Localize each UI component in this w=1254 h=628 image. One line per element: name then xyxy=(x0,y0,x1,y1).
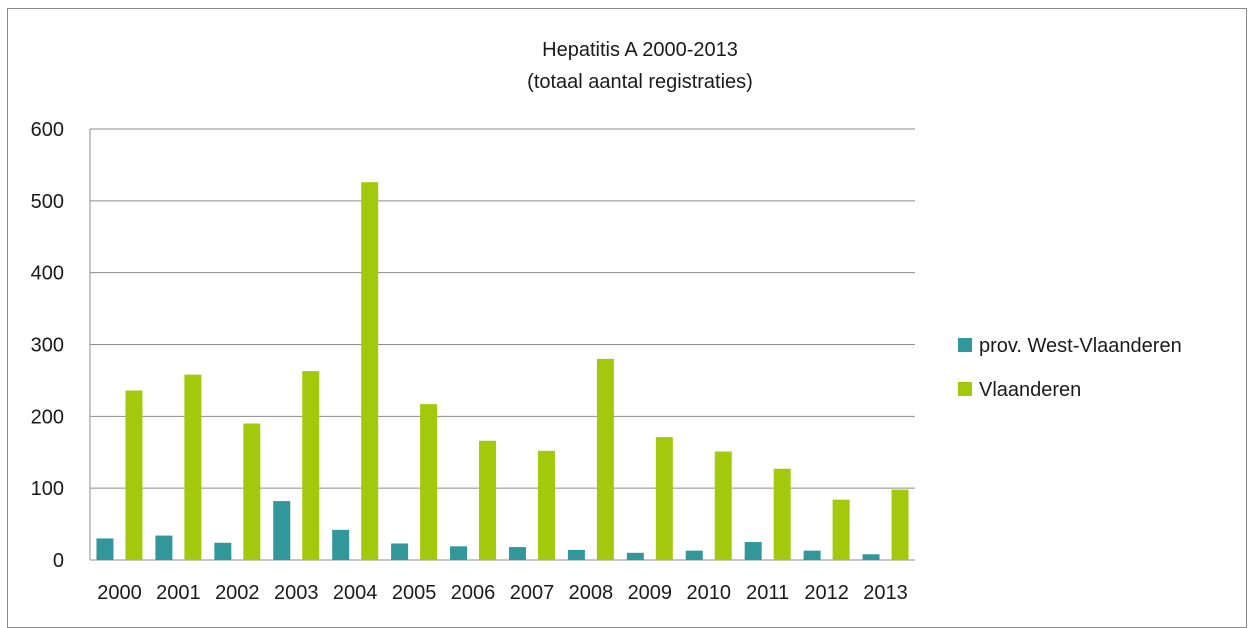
legend: prov. West-Vlaanderen Vlaanderen xyxy=(958,335,1182,401)
x-axis-tick-labels: 2000 2001 2002 2003 2004 2005 2006 2007 2008 2009… xyxy=(97,582,908,604)
x-tick-label: 2005 xyxy=(392,582,437,604)
x-tick-label: 2002 xyxy=(215,582,260,604)
y-tick-label: 300 xyxy=(31,335,64,357)
x-tick-label: 2008 xyxy=(569,582,614,604)
bar-vlaanderen-2008 xyxy=(596,358,614,560)
x-tick-label: 2000 xyxy=(97,582,142,604)
y-axis-tick-labels: 0 100 200 300 400 500 600 xyxy=(31,119,64,572)
y-tick-label: 200 xyxy=(31,406,64,428)
legend-swatch xyxy=(958,338,972,352)
legend-swatch xyxy=(958,382,972,396)
bar-vlaanderen-2011 xyxy=(773,468,791,560)
bar-prov-west-vlaanderen-2000 xyxy=(96,538,114,560)
x-tick-label: 2010 xyxy=(687,582,732,604)
bar-vlaanderen-2009 xyxy=(655,437,673,560)
bar-vlaanderen-2003 xyxy=(302,371,320,560)
chart-frame xyxy=(7,8,1247,628)
bar-prov-west-vlaanderen-2007 xyxy=(508,547,526,560)
bar-vlaanderen-2012 xyxy=(832,499,850,560)
bar-vlaanderen-2002 xyxy=(243,423,261,560)
x-tick-label: 2003 xyxy=(274,582,319,604)
y-tick-label: 600 xyxy=(31,119,64,141)
x-tick-label: 2001 xyxy=(156,582,201,604)
bar-prov-west-vlaanderen-2003 xyxy=(273,501,291,560)
gridlines xyxy=(89,128,915,561)
x-tick-label: 2013 xyxy=(863,582,908,604)
bar-vlaanderen-2010 xyxy=(714,451,732,560)
bar-prov-west-vlaanderen-2008 xyxy=(567,549,585,560)
x-tick-label: 2007 xyxy=(510,582,555,604)
bars xyxy=(96,182,909,560)
bar-prov-west-vlaanderen-2011 xyxy=(744,542,762,560)
bar-vlaanderen-2007 xyxy=(537,450,555,560)
y-tick-label: 500 xyxy=(31,191,64,213)
bar-prov-west-vlaanderen-2013 xyxy=(862,554,880,560)
chart-title-line-1: Hepatitis A 2000-2013 xyxy=(542,39,738,61)
chart-title-line-2: (totaal aantal registraties) xyxy=(527,71,753,93)
x-tick-label: 2011 xyxy=(746,582,789,604)
legend-label: prov. West-Vlaanderen xyxy=(979,335,1182,357)
bar-prov-west-vlaanderen-2005 xyxy=(391,543,409,560)
bar-prov-west-vlaanderen-2006 xyxy=(450,546,468,560)
bar-vlaanderen-2006 xyxy=(479,440,497,560)
bar-vlaanderen-2004 xyxy=(361,182,379,560)
bar-vlaanderen-2000 xyxy=(125,390,143,560)
x-tick-label: 2012 xyxy=(804,582,849,604)
bar-prov-west-vlaanderen-2002 xyxy=(214,542,232,560)
bar-prov-west-vlaanderen-2009 xyxy=(626,552,644,560)
legend-label: Vlaanderen xyxy=(979,379,1081,401)
bar-prov-west-vlaanderen-2010 xyxy=(685,550,703,560)
y-tick-label: 100 xyxy=(31,478,64,500)
y-tick-label: 400 xyxy=(31,263,64,285)
x-tick-label: 2009 xyxy=(628,582,673,604)
bar-vlaanderen-2001 xyxy=(184,374,202,560)
bar-prov-west-vlaanderen-2012 xyxy=(803,550,821,560)
bar-prov-west-vlaanderen-2001 xyxy=(155,535,173,560)
bar-prov-west-vlaanderen-2004 xyxy=(332,529,350,560)
x-tick-label: 2006 xyxy=(451,582,496,604)
bar-vlaanderen-2013 xyxy=(891,489,909,560)
y-tick-label: 0 xyxy=(53,550,64,572)
bar-vlaanderen-2005 xyxy=(420,404,438,560)
x-tick-label: 2004 xyxy=(333,582,378,604)
